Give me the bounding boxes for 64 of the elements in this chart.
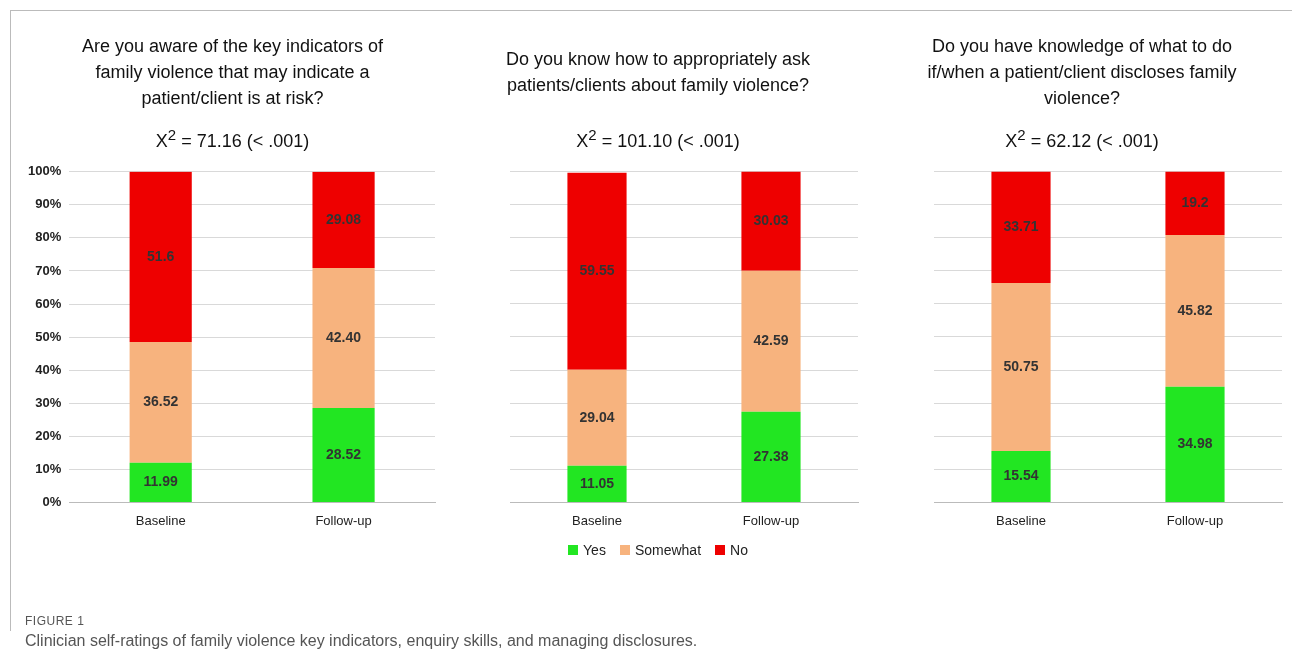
text: Clinician self-ratings of family violence key indicators, enquiry skills, and managing disclosures. (25, 632, 698, 650)
y-tick-label: 20% (35, 427, 62, 443)
bar (567, 172, 627, 370)
bar (129, 342, 192, 463)
bar (1165, 386, 1225, 502)
data-label: 19.2 (1181, 194, 1209, 211)
y-tick-label: 0% (42, 493, 62, 509)
legend-label: Yes (582, 542, 606, 558)
chart-subtitle: X$^{2}$ = 62.12 (< .001) (1004, 125, 1160, 153)
x-tick-label: Follow-up (1166, 512, 1224, 528)
y-tick-label: 100% (28, 163, 62, 179)
bar (1165, 171, 1225, 236)
y-tick-label: 60% (35, 295, 62, 311)
data-label: 51.6 (147, 247, 175, 264)
chart-subtitle: X$^{2}$ = 101.10 (< .001) (575, 125, 741, 153)
data-label: 27.38 (753, 447, 789, 464)
chart-title: Do you know how to appropriately ask patients/clients about family violence? (504, 48, 812, 97)
x-tick-label: Baseline (572, 512, 622, 528)
y-tick-label: 30% (35, 394, 62, 410)
y-tick-label: 90% (35, 196, 62, 212)
bar (129, 462, 192, 502)
data-label: 29.04 (579, 408, 615, 425)
chart-subtitle: X$^{2}$ = 71.16 (< .001) (154, 125, 311, 153)
x-tick-label: Follow-up (315, 512, 372, 528)
data-label: 59.55 (579, 262, 615, 279)
bar (741, 171, 801, 271)
bar (991, 450, 1051, 502)
bar (312, 171, 375, 268)
bar (567, 465, 627, 502)
y-tick-label: 10% (35, 460, 62, 476)
data-label: 30.03 (753, 212, 789, 229)
x-tick-label: Baseline (135, 512, 186, 528)
caption: FIGURE 1 (25, 614, 86, 628)
x-tick-label: Follow-up (742, 512, 800, 528)
bar (741, 270, 801, 412)
legend-label: Somewhat (633, 542, 702, 558)
bar (567, 369, 627, 466)
data-label: 11.99 (143, 473, 179, 490)
data-label: 50.75 (1003, 357, 1039, 374)
data-label: 15.54 (1003, 467, 1039, 484)
data-label: 42.40 (326, 328, 362, 345)
legend-label: No (729, 542, 748, 558)
data-label: 33.71 (1003, 218, 1039, 235)
data-label: 36.52 (143, 393, 179, 410)
y-tick-label: 80% (35, 229, 62, 245)
y-tick-label: 50% (35, 328, 62, 344)
data-label: 42.59 (753, 332, 789, 349)
bar (312, 408, 375, 502)
chart-title: Are you aware of the key indicators of family violence that may indicate a patient/client is at risk? (80, 35, 385, 110)
bar (312, 267, 375, 409)
data-label: 34.98 (1177, 435, 1213, 452)
bar (991, 171, 1051, 284)
data-label: 29.08 (326, 210, 362, 227)
bar (991, 283, 1051, 451)
data-label: 11.05 (579, 474, 615, 491)
x-tick-label: Baseline (996, 512, 1046, 528)
chart-title: Do you have knowledge of what to do if/when a patient/client discloses family violence? (926, 35, 1238, 110)
data-label: 45.82 (1177, 301, 1213, 318)
bar (129, 171, 192, 343)
y-tick-label: 40% (35, 361, 62, 377)
data-label: 28.52 (326, 445, 362, 462)
y-tick-label: 70% (35, 262, 62, 278)
bar (1165, 235, 1225, 387)
bar (741, 411, 801, 502)
